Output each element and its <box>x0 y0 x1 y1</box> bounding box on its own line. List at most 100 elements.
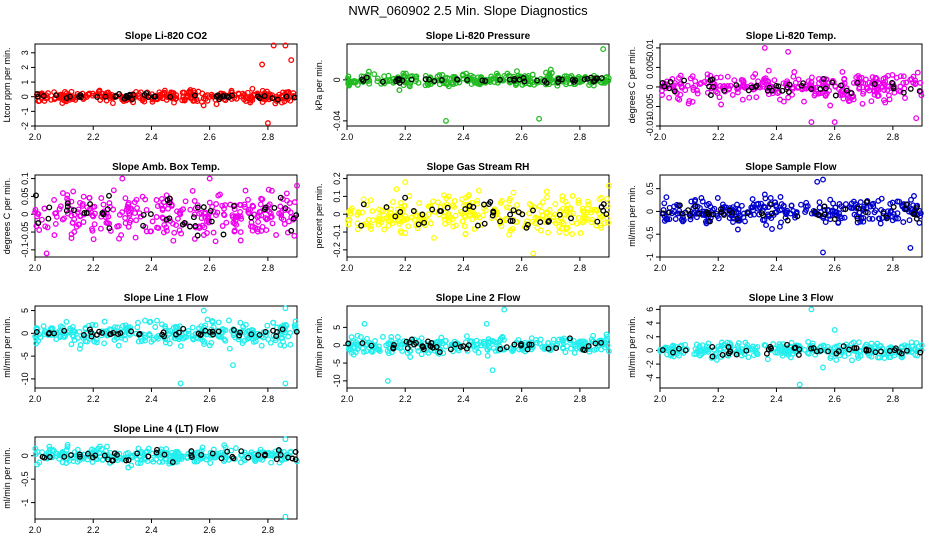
black-point <box>786 81 793 88</box>
black-point <box>813 348 820 355</box>
data-point <box>677 72 684 79</box>
data-point <box>474 200 481 207</box>
data-point <box>589 216 596 223</box>
x-tick-label: 2.2 <box>712 132 725 142</box>
black-point <box>413 340 419 346</box>
black-point <box>207 207 214 214</box>
x-tick-label: 2.6 <box>203 525 216 535</box>
data-point <box>827 212 833 219</box>
black-point <box>568 215 574 222</box>
data-point <box>538 208 545 215</box>
data-point <box>155 225 162 232</box>
black-point <box>279 326 286 333</box>
data-point <box>886 96 893 103</box>
data-point <box>36 227 43 233</box>
data-point <box>767 195 774 201</box>
black-point <box>46 330 53 336</box>
data-point <box>471 226 478 232</box>
data-point <box>174 208 180 215</box>
black-point <box>63 207 70 214</box>
x-tick-label: 2.0 <box>29 525 42 535</box>
y-tick-label: -0.1 <box>20 242 30 258</box>
black-point <box>110 329 117 336</box>
data-point <box>832 83 839 89</box>
data-point <box>71 216 78 223</box>
black-point <box>892 345 899 352</box>
black-point <box>509 218 516 224</box>
panel-grid: Slope Li-820 CO2 Ltcor ppm per min. 2.0 2.2… <box>2 31 925 535</box>
black-point <box>721 211 727 218</box>
black-point <box>261 206 268 213</box>
x-tick-label: 2.4 <box>145 394 158 404</box>
black-point <box>490 208 497 215</box>
data-point <box>869 201 876 208</box>
y-axis-label: degrees C per min. <box>2 178 12 255</box>
chart-panel-6: Slope Sample Flow ml/min per min. 2.0 2.2 2.… <box>627 162 924 273</box>
black-point <box>900 89 907 96</box>
data-point <box>583 215 590 222</box>
black-point <box>734 215 741 222</box>
data-point <box>97 225 104 232</box>
black-point <box>92 452 99 459</box>
data-point <box>368 226 374 232</box>
black-point <box>292 448 299 455</box>
data-point <box>379 333 386 340</box>
data-point <box>149 218 156 225</box>
data-point <box>468 81 475 88</box>
x-tick-label: 2.0 <box>29 132 42 142</box>
data-point <box>663 194 670 201</box>
black-point <box>848 90 855 97</box>
outlier-point <box>288 57 295 64</box>
data-point <box>443 195 450 202</box>
data-point <box>598 194 605 201</box>
black-point <box>817 347 824 354</box>
data-points <box>658 44 925 126</box>
data-point <box>158 92 165 99</box>
data-point <box>154 317 160 324</box>
black-point <box>507 217 514 224</box>
data-point <box>403 216 410 222</box>
y-tick-label: -5 <box>20 352 30 360</box>
data-point <box>369 348 376 355</box>
data-point <box>605 348 612 355</box>
black-point <box>292 456 299 463</box>
data-point <box>723 204 730 211</box>
data-points <box>659 176 924 256</box>
data-point <box>559 193 566 200</box>
data-point <box>238 215 245 222</box>
data-point <box>258 342 265 349</box>
data-point <box>215 319 222 326</box>
x-tick-label: 2.0 <box>341 132 354 142</box>
black-point <box>817 86 824 92</box>
data-point <box>240 323 247 330</box>
black-point <box>237 329 244 336</box>
black-point <box>463 345 470 352</box>
black-point <box>865 347 872 354</box>
black-point <box>681 77 688 84</box>
black-point <box>457 343 464 350</box>
data-point <box>244 89 251 96</box>
y-tick-label: 0 <box>332 77 342 82</box>
data-point <box>159 214 166 221</box>
data-point <box>686 98 693 104</box>
black-point <box>61 327 68 334</box>
data-point <box>390 199 396 205</box>
data-point <box>463 194 469 201</box>
data-point <box>860 204 867 210</box>
data-point <box>232 445 239 452</box>
data-point <box>77 199 83 206</box>
data-point <box>917 79 924 86</box>
black-point <box>506 76 513 83</box>
data-point <box>64 210 71 217</box>
black-point <box>913 215 920 222</box>
black-point <box>795 351 802 358</box>
chart-panel-9: Slope Line 3 Flow ml/min per min. 2.0 2.2 2.… <box>627 293 925 404</box>
data-point <box>291 199 298 206</box>
data-point <box>257 201 264 208</box>
data-point <box>591 206 598 213</box>
data-point <box>774 90 781 96</box>
data-point <box>134 205 140 211</box>
chart-panel-7: Slope Line 1 Flow ml/min per min. 2.0 2.2 2.… <box>2 293 300 404</box>
data-point <box>729 91 736 98</box>
data-point <box>237 208 244 215</box>
